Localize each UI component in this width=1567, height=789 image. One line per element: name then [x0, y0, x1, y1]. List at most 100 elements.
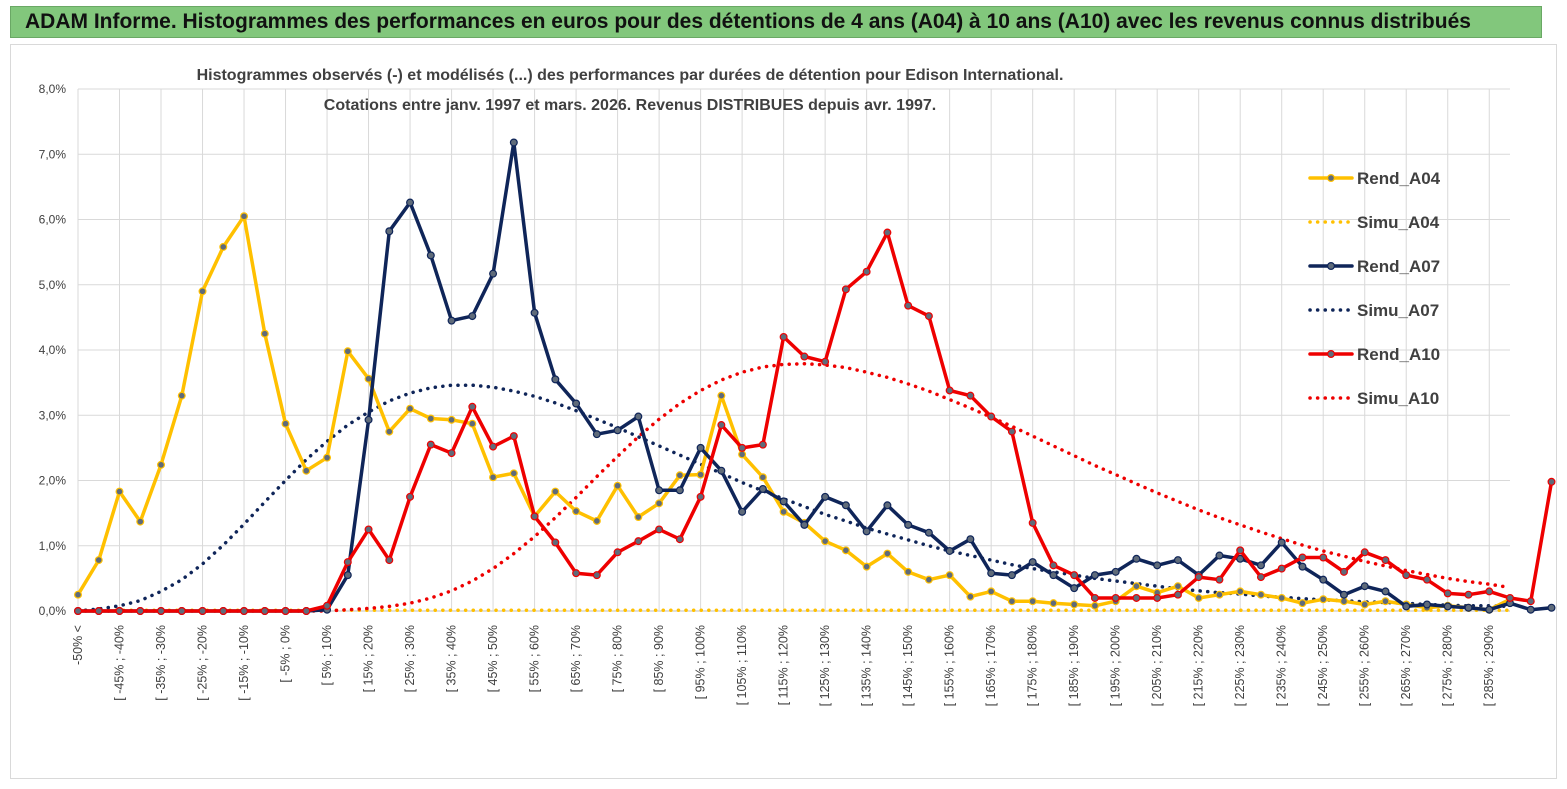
x-tick-label: [ 215% ; 220%	[1192, 625, 1206, 706]
x-tick-label: [ 175% ; 180%	[1026, 625, 1040, 706]
data-point	[1547, 603, 1556, 612]
data-point	[364, 374, 373, 383]
data-point	[198, 287, 207, 296]
data-point	[904, 301, 913, 310]
data-point	[862, 562, 871, 571]
y-axis-ticks: 0,0% 1,0% 2,0% 3,0% 4,0% 5,0% 6,0% 7,0% 8,0%	[39, 82, 67, 618]
data-point	[136, 606, 145, 615]
x-tick-label: [ 225% ; 230%	[1233, 625, 1247, 706]
x-tick-label: [ 195% ; 200%	[1109, 625, 1123, 706]
data-point	[115, 606, 124, 615]
data-point	[1256, 561, 1265, 570]
data-point	[489, 269, 498, 278]
legend-item-simu-a04: Simu_A04	[1308, 213, 1440, 232]
series-line-simu-a10	[76, 361, 1512, 613]
data-point	[1505, 593, 1514, 602]
data-point	[468, 312, 477, 321]
data-point	[468, 402, 477, 411]
data-point	[385, 227, 394, 236]
series-rend-a04	[73, 212, 1514, 614]
x-tick-label: [ -35% ; -30%	[154, 625, 168, 701]
data-point	[945, 546, 954, 555]
data-point	[115, 487, 124, 496]
data-point	[1194, 573, 1203, 582]
data-point	[1090, 601, 1099, 610]
x-tick-label: [ 65% ; 70%	[569, 625, 583, 692]
data-point	[1464, 603, 1473, 612]
data-point	[592, 516, 601, 525]
data-point	[1547, 477, 1556, 486]
data-point	[1339, 597, 1348, 606]
data-point	[1132, 554, 1141, 563]
data-point	[385, 556, 394, 565]
legend-marker	[1326, 350, 1335, 359]
data-point	[1381, 597, 1390, 606]
data-point	[1007, 571, 1016, 580]
data-point	[1381, 556, 1390, 565]
series-rend-a10	[73, 228, 1556, 615]
x-tick-label: [ 75% ; 80%	[611, 625, 625, 692]
legend-marker	[1326, 262, 1335, 271]
data-point	[883, 549, 892, 558]
series-line-simu-a07	[76, 383, 1512, 613]
data-point	[779, 507, 788, 516]
x-tick-label: -50% <	[71, 625, 85, 665]
data-point	[1215, 590, 1224, 599]
legend-label: Rend_A07	[1357, 257, 1440, 276]
data-point	[447, 449, 456, 458]
data-point	[426, 414, 435, 423]
legend-label: Simu_A04	[1357, 213, 1440, 232]
data-point	[1277, 593, 1286, 602]
data-point	[281, 419, 290, 428]
data-point	[1236, 554, 1245, 563]
x-tick-label: [ -45% ; -40%	[113, 625, 127, 701]
data-point	[738, 507, 747, 516]
data-point	[675, 535, 684, 544]
data-point	[987, 569, 996, 578]
data-point	[675, 486, 684, 495]
data-point	[613, 548, 622, 557]
data-point	[1153, 561, 1162, 570]
header-banner: ADAM Informe. Histogrammes des performan…	[10, 6, 1542, 38]
data-point	[779, 332, 788, 341]
data-point	[1215, 575, 1224, 584]
x-tick-label: [ 235% ; 240%	[1275, 625, 1289, 706]
data-point	[177, 606, 186, 615]
data-point	[592, 571, 601, 580]
y-tick-label: 5,0%	[39, 278, 67, 292]
data-point	[572, 507, 581, 516]
data-point	[219, 606, 228, 615]
data-point	[1402, 602, 1411, 611]
data-point	[862, 267, 871, 276]
data-point	[738, 450, 747, 459]
x-tick-label: [ 125% ; 130%	[818, 625, 832, 706]
data-point	[945, 571, 954, 580]
data-point	[717, 421, 726, 430]
data-point	[1049, 599, 1058, 608]
y-tick-label: 0,0%	[39, 604, 67, 618]
data-point	[509, 138, 518, 147]
x-tick-label: [ 145% ; 150%	[901, 625, 915, 706]
x-tick-label: [ 165% ; 170%	[984, 625, 998, 706]
chart-frame	[10, 44, 1557, 779]
x-tick-label: [ -15% ; -10%	[237, 625, 251, 701]
data-point	[530, 512, 539, 521]
data-point	[821, 357, 830, 366]
data-point	[1111, 567, 1120, 576]
data-point	[841, 546, 850, 555]
data-point	[343, 571, 352, 580]
data-point	[1007, 427, 1016, 436]
x-tick-label: [ 5% ; 10%	[320, 625, 334, 685]
data-point	[1007, 597, 1016, 606]
x-tick-label: [ 35% ; 40%	[445, 625, 459, 692]
data-point	[758, 440, 767, 449]
data-point	[904, 567, 913, 576]
data-point	[1360, 548, 1369, 557]
data-point	[1485, 587, 1494, 596]
data-point	[323, 601, 332, 610]
data-point	[655, 486, 664, 495]
y-tick-label: 1,0%	[39, 539, 67, 553]
data-point	[821, 492, 830, 501]
data-point	[613, 481, 622, 490]
data-point	[924, 528, 933, 537]
